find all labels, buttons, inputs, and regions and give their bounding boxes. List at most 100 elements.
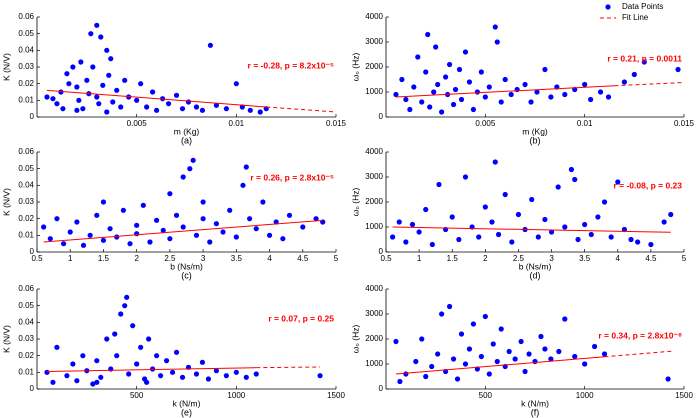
data-point bbox=[193, 104, 200, 110]
y-tick-label: 0.03 bbox=[18, 334, 34, 343]
x-tick-label: 2 bbox=[483, 254, 488, 263]
data-point bbox=[502, 191, 508, 198]
data-point bbox=[94, 212, 100, 218]
x-tick-label: 2.5 bbox=[513, 254, 525, 263]
data-point bbox=[147, 239, 153, 245]
data-point bbox=[478, 353, 484, 360]
data-point bbox=[280, 236, 286, 242]
data-point bbox=[462, 174, 469, 180]
data-point bbox=[100, 82, 106, 88]
x-tick-label: 5 bbox=[682, 254, 687, 263]
data-point bbox=[84, 77, 90, 83]
data-point bbox=[495, 231, 502, 238]
data-point bbox=[628, 236, 634, 243]
data-point bbox=[88, 31, 94, 37]
data-point bbox=[512, 356, 518, 362]
data-point bbox=[44, 94, 50, 100]
x-tick-label: 2 bbox=[134, 254, 139, 263]
x-tick-label: 1500 bbox=[675, 391, 693, 400]
data-point bbox=[165, 101, 172, 107]
data-point bbox=[436, 181, 442, 188]
data-point bbox=[393, 338, 399, 345]
data-point bbox=[409, 221, 416, 228]
data-point bbox=[260, 199, 266, 205]
data-point bbox=[562, 224, 568, 230]
x-axis-label: b (Ns/m) bbox=[170, 261, 203, 271]
data-point bbox=[494, 39, 500, 45]
data-point bbox=[100, 199, 107, 205]
data-point bbox=[466, 79, 473, 85]
data-point bbox=[508, 91, 514, 98]
y-tick-label: 2000 bbox=[365, 197, 383, 206]
data-point bbox=[80, 242, 87, 248]
data-point bbox=[588, 231, 594, 238]
data-point bbox=[456, 236, 462, 243]
data-point bbox=[522, 368, 528, 375]
y-tick-label: 0.04 bbox=[18, 317, 34, 326]
data-point bbox=[466, 346, 473, 352]
data-point bbox=[675, 66, 681, 73]
x-tick-label: 3 bbox=[549, 254, 554, 263]
data-point bbox=[127, 241, 133, 247]
data-point bbox=[213, 221, 219, 227]
annotation: r = 0.34, p = 2.8x10⁻⁸ bbox=[598, 330, 682, 340]
data-point bbox=[423, 206, 429, 213]
data-point bbox=[167, 191, 173, 197]
data-point bbox=[522, 81, 528, 88]
data-point bbox=[518, 338, 524, 345]
data-point bbox=[185, 99, 192, 105]
data-point bbox=[542, 216, 548, 223]
data-point bbox=[96, 101, 102, 107]
data-point bbox=[427, 104, 433, 110]
y-tick-label: 3000 bbox=[365, 37, 383, 46]
data-point bbox=[433, 44, 439, 50]
y-tick-label: 0.02 bbox=[18, 214, 34, 223]
data-point bbox=[419, 99, 425, 105]
y-axis-label: K (N/V) bbox=[1, 188, 11, 216]
data-point bbox=[492, 24, 498, 30]
data-point bbox=[114, 87, 120, 93]
data-point bbox=[247, 107, 253, 113]
data-point bbox=[74, 378, 80, 384]
x-tick-label: 4 bbox=[616, 254, 621, 263]
x-tick-label: 0.5 bbox=[380, 254, 392, 263]
x-tick-label: 0.005 bbox=[475, 119, 496, 128]
data-point bbox=[458, 331, 465, 337]
data-point bbox=[486, 371, 492, 377]
y-tick-label: 2000 bbox=[365, 334, 383, 343]
data-point bbox=[58, 89, 64, 95]
data-point bbox=[572, 353, 578, 360]
data-point bbox=[621, 79, 628, 85]
y-tick-label: 0 bbox=[379, 384, 384, 393]
y-tick-label: 0.05 bbox=[18, 29, 34, 38]
data-point bbox=[668, 211, 674, 218]
y-tick-label: 1000 bbox=[365, 87, 383, 96]
data-point bbox=[154, 353, 160, 359]
data-point bbox=[446, 303, 453, 310]
data-point bbox=[423, 373, 429, 380]
data-point bbox=[154, 217, 160, 223]
data-point bbox=[556, 348, 562, 355]
data-point bbox=[169, 369, 176, 375]
data-point bbox=[601, 351, 608, 357]
data-point bbox=[538, 333, 544, 340]
data-point bbox=[98, 34, 104, 40]
x-axis-label: m (Kg) bbox=[174, 126, 200, 136]
data-point bbox=[110, 99, 116, 105]
x-tick-label: 1500 bbox=[327, 391, 345, 400]
data-point bbox=[494, 358, 500, 365]
data-point bbox=[390, 234, 396, 240]
data-point bbox=[601, 199, 608, 205]
data-point bbox=[605, 94, 612, 100]
data-point bbox=[396, 219, 402, 225]
legend-label: Fit Line bbox=[622, 13, 649, 22]
data-point bbox=[478, 69, 484, 75]
fit-line bbox=[46, 89, 267, 108]
data-point bbox=[146, 336, 152, 342]
data-point bbox=[50, 379, 56, 385]
data-point bbox=[443, 74, 449, 80]
fit-line bbox=[392, 226, 671, 233]
data-point bbox=[257, 109, 263, 115]
y-tick-label: 0.01 bbox=[18, 230, 34, 239]
annotation: r = -0.08, p = 0.23 bbox=[613, 180, 682, 190]
